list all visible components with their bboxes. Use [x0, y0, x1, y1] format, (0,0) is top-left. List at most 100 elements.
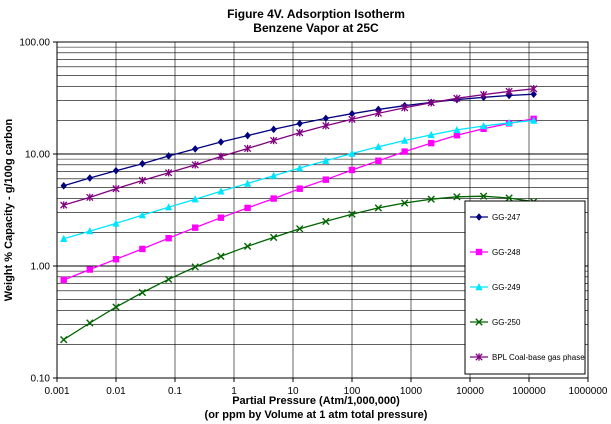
data-point — [453, 132, 461, 139]
legend-item: GG-250 — [470, 318, 521, 327]
series-line — [63, 118, 534, 281]
plot-frame — [56, 41, 589, 379]
x-tick-label: 0.1 — [168, 386, 182, 397]
data-point — [348, 166, 356, 174]
data-point — [86, 266, 94, 273]
data-point — [191, 195, 199, 203]
data-point — [191, 161, 199, 169]
legend-item: GG-249 — [470, 283, 521, 292]
data-point — [530, 85, 538, 93]
data-point — [322, 121, 330, 130]
data-point-stroke — [86, 319, 94, 327]
legend-label: GG-250 — [492, 318, 521, 327]
data-point — [244, 131, 251, 140]
data-point — [374, 109, 383, 117]
data-point-stroke — [296, 225, 304, 233]
data-point — [165, 203, 173, 211]
data-point-stroke — [453, 193, 461, 201]
data-point — [427, 195, 435, 203]
data-point — [269, 233, 278, 242]
data-point — [217, 252, 225, 261]
data-point-stroke — [348, 210, 356, 218]
data-point — [164, 275, 173, 284]
data-point — [348, 115, 356, 124]
data-point — [60, 201, 68, 209]
series-2 — [60, 115, 537, 284]
data-point-stroke — [269, 233, 278, 242]
data-point — [296, 225, 304, 233]
series-1 — [60, 90, 537, 190]
data-point-stroke — [322, 217, 330, 226]
data-point — [112, 219, 120, 227]
legend-item: GG-247 — [470, 213, 521, 222]
legend-swatch-marker — [475, 318, 483, 326]
data-point-stroke — [191, 263, 199, 271]
data-point — [60, 182, 67, 190]
y-axis-ticks: 0.10 1.00 10.00 100.00 — [19, 38, 57, 385]
y-tick-label: 1.00 — [31, 262, 51, 273]
data-point-stroke — [427, 195, 435, 203]
data-point — [164, 169, 173, 177]
data-point — [427, 130, 435, 139]
data-point — [192, 145, 199, 153]
data-point — [322, 176, 330, 183]
data-point — [401, 148, 408, 155]
data-point — [244, 204, 251, 212]
x-tick-label: 1 — [231, 386, 237, 397]
data-point — [138, 176, 147, 185]
y-tick-label: 10.00 — [25, 150, 50, 161]
x-axis-title-line2: (or ppm by Volume at 1 atm total pressur… — [205, 409, 428, 421]
data-point — [165, 152, 172, 160]
x-tick-label: 10000 — [456, 386, 484, 397]
chart-title: Figure 4V. Adsorption Isotherm — [227, 7, 405, 21]
data-point — [270, 195, 277, 202]
data-point — [269, 136, 278, 145]
y-tick-label: 100.00 — [19, 38, 50, 49]
data-point — [479, 121, 488, 130]
legend-label: GG-247 — [492, 213, 521, 222]
data-point — [191, 263, 199, 271]
data-point — [112, 256, 120, 263]
x-tick-label: 1000000 — [569, 386, 608, 397]
legend-item: GG-248 — [470, 248, 521, 257]
data-point — [86, 319, 94, 327]
data-point — [505, 118, 513, 126]
data-point — [60, 234, 68, 242]
data-point — [296, 119, 303, 128]
data-point — [112, 184, 120, 193]
data-point — [217, 187, 225, 195]
x-axis-title: Partial Pressure (Atm/1,000,000) — [232, 395, 400, 407]
data-point — [270, 125, 277, 134]
data-point — [296, 128, 304, 137]
data-point — [138, 211, 146, 219]
data-point — [217, 138, 225, 146]
data-point — [139, 245, 146, 253]
data-point-stroke — [479, 192, 488, 200]
y-tick-label: 0.10 — [31, 374, 51, 385]
x-tick-label: 100000 — [512, 386, 546, 397]
x-tick-label: 0.001 — [44, 386, 69, 397]
data-point — [296, 185, 303, 192]
data-point — [138, 288, 147, 297]
data-point-stroke — [217, 252, 225, 261]
data-point — [192, 224, 199, 231]
data-point — [60, 276, 67, 284]
legend-swatch-marker — [475, 248, 483, 256]
data-point — [401, 136, 409, 144]
data-point — [348, 109, 356, 118]
x-tick-label: 0.01 — [106, 386, 126, 397]
data-point — [374, 142, 382, 150]
data-point — [530, 116, 538, 124]
data-point — [348, 149, 356, 157]
series-5 — [60, 85, 538, 209]
data-point — [86, 227, 94, 235]
data-point — [322, 217, 330, 226]
legend-label: GG-249 — [492, 283, 521, 292]
legend-label: GG-248 — [492, 248, 521, 257]
y-axis-title: Weight % Capacity - g/100g carbon — [3, 118, 15, 301]
series-line — [63, 93, 534, 187]
data-point — [322, 114, 330, 123]
data-point — [375, 157, 382, 164]
data-point — [243, 242, 252, 250]
